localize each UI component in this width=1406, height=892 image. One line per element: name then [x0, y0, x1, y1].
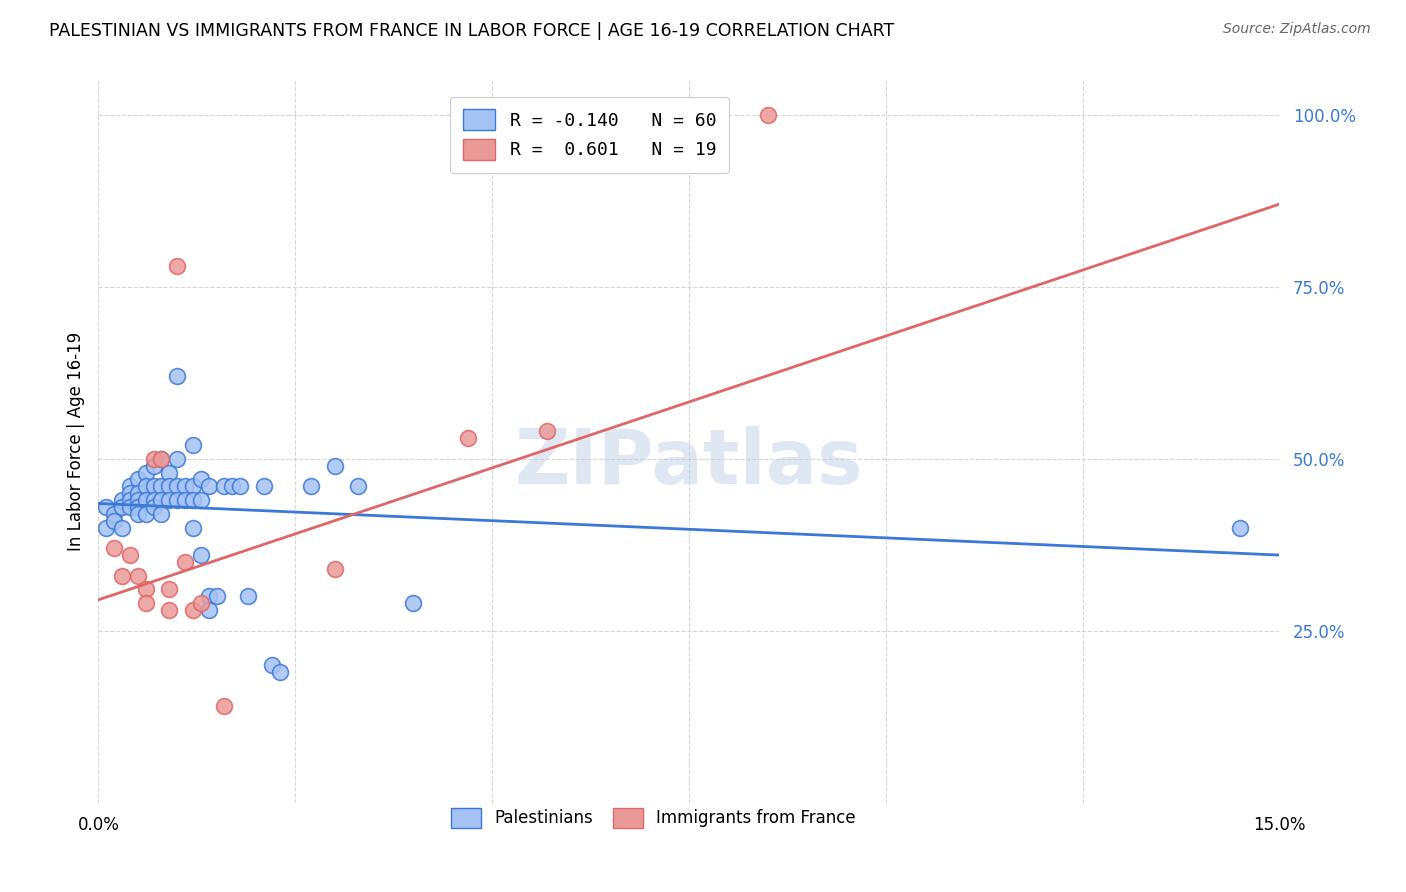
Point	[142, 458, 165, 473]
Text: ZIPatlas: ZIPatlas	[515, 426, 863, 500]
Point	[127, 507, 149, 521]
Point	[174, 555, 197, 569]
Point	[174, 493, 197, 508]
Point	[127, 500, 149, 514]
Point	[111, 568, 134, 582]
Point	[135, 466, 157, 480]
Point	[150, 493, 173, 508]
Point	[221, 479, 243, 493]
Point	[190, 548, 212, 562]
Point	[142, 500, 165, 514]
Point	[323, 458, 346, 473]
Point	[118, 548, 141, 562]
Point	[166, 451, 188, 466]
Point	[135, 582, 157, 597]
Point	[118, 486, 141, 500]
Point	[166, 493, 188, 508]
Point	[103, 514, 125, 528]
Point	[269, 665, 291, 679]
Point	[402, 596, 425, 610]
Legend: Palestinians, Immigrants from France: Palestinians, Immigrants from France	[444, 802, 863, 834]
Point	[135, 596, 157, 610]
Point	[181, 493, 204, 508]
Point	[197, 479, 219, 493]
Point	[118, 493, 141, 508]
Point	[181, 479, 204, 493]
Point	[536, 424, 558, 438]
Point	[135, 507, 157, 521]
Y-axis label: In Labor Force | Age 16-19: In Labor Force | Age 16-19	[66, 332, 84, 551]
Point	[1229, 520, 1251, 534]
Point	[157, 582, 180, 597]
Point	[111, 493, 134, 508]
Point	[205, 590, 228, 604]
Point	[197, 603, 219, 617]
Point	[142, 479, 165, 493]
Point	[118, 479, 141, 493]
Point	[135, 479, 157, 493]
Text: PALESTINIAN VS IMMIGRANTS FROM FRANCE IN LABOR FORCE | AGE 16-19 CORRELATION CHA: PALESTINIAN VS IMMIGRANTS FROM FRANCE IN…	[49, 22, 894, 40]
Point	[190, 596, 212, 610]
Point	[135, 493, 157, 508]
Point	[142, 493, 165, 508]
Point	[756, 108, 779, 122]
Point	[253, 479, 276, 493]
Point	[166, 259, 188, 273]
Point	[127, 568, 149, 582]
Point	[299, 479, 322, 493]
Point	[190, 493, 212, 508]
Point	[157, 603, 180, 617]
Point	[150, 479, 173, 493]
Point	[181, 520, 204, 534]
Point	[157, 466, 180, 480]
Point	[96, 500, 118, 514]
Point	[214, 699, 236, 714]
Point	[166, 479, 188, 493]
Point	[118, 500, 141, 514]
Point	[127, 493, 149, 508]
Point	[323, 562, 346, 576]
Point	[214, 479, 236, 493]
Point	[103, 541, 125, 556]
Text: Source: ZipAtlas.com: Source: ZipAtlas.com	[1223, 22, 1371, 37]
Point	[150, 507, 173, 521]
Point	[197, 590, 219, 604]
Point	[150, 451, 173, 466]
Point	[142, 451, 165, 466]
Point	[166, 369, 188, 384]
Point	[260, 658, 283, 673]
Point	[229, 479, 252, 493]
Point	[111, 500, 134, 514]
Point	[157, 493, 180, 508]
Point	[127, 472, 149, 486]
Point	[347, 479, 370, 493]
Point	[174, 479, 197, 493]
Point	[96, 520, 118, 534]
Point	[181, 438, 204, 452]
Point	[103, 507, 125, 521]
Point	[190, 472, 212, 486]
Point	[111, 520, 134, 534]
Point	[127, 486, 149, 500]
Point	[157, 479, 180, 493]
Point	[236, 590, 259, 604]
Point	[150, 451, 173, 466]
Point	[181, 603, 204, 617]
Point	[457, 431, 479, 445]
